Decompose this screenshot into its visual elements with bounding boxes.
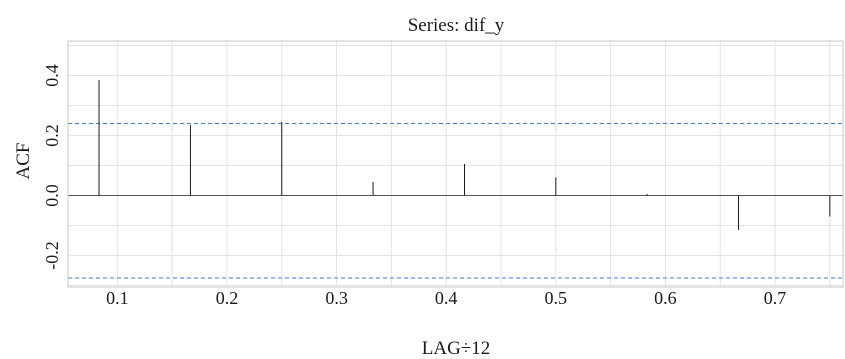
x-axis-tick-labels: 0.1 0.2 0.3 0.4 0.5 0.6 0.7 <box>106 288 786 308</box>
grid-layer <box>68 41 843 287</box>
y-axis-tick-labels: -0.2 0.0 0.2 0.4 <box>42 64 62 270</box>
y-axis-label: ACF <box>13 143 34 180</box>
y-tick-label: 0.4 <box>42 64 62 87</box>
x-tick-label: 0.6 <box>654 288 677 308</box>
plot-panel-border <box>67 40 844 288</box>
x-tick-label: 0.2 <box>216 288 239 308</box>
confidence-bounds <box>68 123 843 279</box>
x-tick-label: 0.4 <box>435 288 458 308</box>
x-tick-label: 0.7 <box>764 288 787 308</box>
y-tick-label: -0.2 <box>42 241 62 270</box>
x-tick-label: 0.3 <box>325 288 348 308</box>
acf-bars <box>98 80 831 230</box>
x-tick-label: 0.1 <box>106 288 129 308</box>
x-tick-label: 0.5 <box>545 288 568 308</box>
y-tick-label: 0.0 <box>42 184 62 207</box>
chart-title: Series: dif_y <box>408 15 505 36</box>
y-tick-label: 0.2 <box>42 124 62 147</box>
x-axis-label: LAG÷12 <box>422 338 490 359</box>
